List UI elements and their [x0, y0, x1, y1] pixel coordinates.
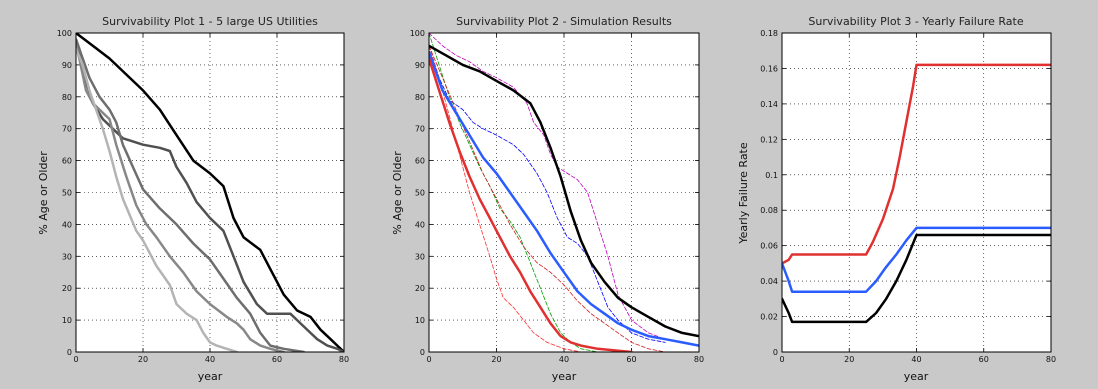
chart-1-title: Survivability Plot 1 - 5 large US Utilit…	[102, 15, 318, 28]
x-tick-label: 0	[779, 355, 784, 364]
x-tick-label: 40	[911, 355, 921, 364]
chart-3-ylabel: Yearly Failure Rate	[737, 142, 750, 244]
series-group	[782, 63, 1051, 324]
chart-1-ylabel: % Age or Older	[37, 151, 50, 235]
x-tick-label: 0	[73, 355, 78, 364]
series-line-2	[76, 38, 344, 352]
y-tick-label: 0	[773, 348, 778, 357]
series-line-1	[782, 63, 1051, 265]
y-tick-label: 0.1	[765, 171, 778, 180]
y-tick-label: 20	[62, 284, 72, 293]
chart-panel-1: Survivability Plot 1 - 5 large US Utilit…	[37, 15, 349, 383]
y-tick-label: 30	[415, 252, 425, 261]
y-tick-label: 0	[420, 348, 425, 357]
y-tick-label: 10	[62, 316, 72, 325]
y-tick-label: 50	[415, 189, 425, 198]
chart-2-xlabel: year	[552, 370, 577, 383]
series-line-6	[429, 44, 699, 338]
x-tick-label: 80	[694, 355, 704, 364]
x-tick-label: 60	[626, 355, 636, 364]
y-tick-label: 0.12	[760, 135, 778, 144]
series-line-3	[782, 233, 1051, 324]
y-tick-label: 70	[415, 125, 425, 134]
chart-panel-2: Survivability Plot 2 - Simulation Result…	[391, 15, 704, 383]
series-line-2	[429, 45, 666, 343]
y-tick-label: 90	[415, 61, 425, 70]
series-group	[429, 33, 699, 352]
x-tick-label: 80	[1046, 355, 1056, 364]
x-tick-label: 80	[339, 355, 349, 364]
y-tick-label: 0.18	[760, 29, 778, 38]
series-line-3	[76, 38, 306, 352]
chart-panel-3: Survivability Plot 3 - Yearly Failure Ra…	[737, 15, 1056, 383]
y-tick-label: 40	[62, 220, 72, 229]
y-tick-label: 50	[62, 189, 72, 198]
series-line-8	[429, 57, 633, 352]
y-tick-label: 80	[415, 93, 425, 102]
y-tick-label: 100	[57, 29, 72, 38]
y-tick-label: 0.14	[760, 100, 778, 109]
y-tick-label: 0.06	[760, 242, 778, 251]
series-group	[76, 33, 344, 352]
y-tick-label: 0.16	[760, 64, 778, 73]
y-tick-label: 30	[62, 252, 72, 261]
series-line-5	[76, 47, 239, 352]
y-tick-label: 60	[415, 157, 425, 166]
series-line-7	[429, 50, 699, 347]
x-tick-label: 20	[844, 355, 854, 364]
y-tick-label: 0.02	[760, 313, 778, 322]
x-tick-label: 20	[491, 355, 501, 364]
x-tick-label: 60	[272, 355, 282, 364]
y-tick-label: 0.08	[760, 206, 778, 215]
series-line-4	[76, 44, 285, 352]
plot-frame	[75, 32, 345, 353]
x-tick-label: 0	[426, 355, 431, 364]
y-tick-label: 0.04	[760, 277, 778, 286]
chart-3-title: Survivability Plot 3 - Yearly Failure Ra…	[808, 15, 1023, 28]
y-tick-label: 20	[415, 284, 425, 293]
y-tick-label: 40	[415, 220, 425, 229]
x-tick-label: 20	[138, 355, 148, 364]
y-tick-label: 80	[62, 93, 72, 102]
series-line-2	[782, 226, 1051, 293]
series-line-1	[76, 33, 344, 352]
y-tick-label: 60	[62, 157, 72, 166]
x-tick-label: 40	[559, 355, 569, 364]
chart-1-xlabel: year	[198, 370, 223, 383]
y-tick-label: 0	[67, 348, 72, 357]
y-tick-label: 10	[415, 316, 425, 325]
y-tick-label: 100	[410, 29, 425, 38]
plot-frame	[781, 32, 1052, 353]
chart-2-ylabel: % Age or Older	[391, 151, 404, 235]
x-tick-label: 60	[979, 355, 989, 364]
series-line-5	[429, 45, 666, 352]
plot-area	[781, 32, 1052, 353]
chart-2-title: Survivability Plot 2 - Simulation Result…	[456, 15, 672, 28]
y-tick-label: 70	[62, 125, 72, 134]
x-tick-label: 40	[205, 355, 215, 364]
y-tick-label: 90	[62, 61, 72, 70]
chart-3-xlabel: year	[904, 370, 929, 383]
grid-lines	[782, 33, 1051, 352]
plot-frame	[428, 32, 700, 353]
